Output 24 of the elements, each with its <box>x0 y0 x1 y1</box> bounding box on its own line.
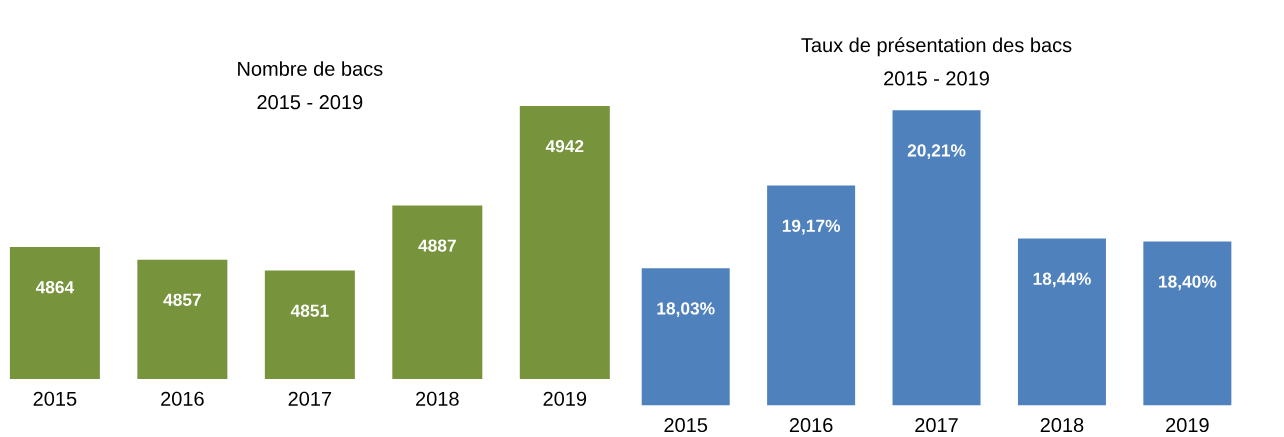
data-label: 20,21% <box>907 144 966 160</box>
data-label: 19,17% <box>782 219 841 235</box>
data-label: 4942 <box>545 140 584 153</box>
x-tick-label: 2019 <box>543 391 587 407</box>
x-tick-label: 2018 <box>416 391 459 407</box>
chart-title: Nombre de bacs <box>238 61 383 77</box>
data-label: 4857 <box>163 293 201 307</box>
x-tick-label: 2015 <box>33 391 77 407</box>
x-tick-label: 2018 <box>1040 418 1084 433</box>
chart-title: Taux de présentation des bacs <box>801 37 1072 57</box>
data-label: 4851 <box>290 304 329 318</box>
x-tick-label: 2017 <box>915 418 958 433</box>
chart-subtitle: 2015 - 2019 <box>257 95 363 110</box>
x-tick-label: 2019 <box>1166 418 1209 433</box>
x-tick-label: 2017 <box>288 391 332 407</box>
x-tick-label: 2015 <box>664 418 708 433</box>
x-tick-label: 2016 <box>789 418 833 433</box>
x-tick-label: 2016 <box>161 391 204 407</box>
chart-subtitle: 2015 - 2019 <box>884 71 989 86</box>
data-label: 18,03% <box>657 302 715 318</box>
data-label: 18,40% <box>1159 275 1217 291</box>
data-label: 18,44% <box>1033 272 1091 288</box>
data-label: 4864 <box>35 281 75 294</box>
data-label: 4887 <box>418 239 456 252</box>
